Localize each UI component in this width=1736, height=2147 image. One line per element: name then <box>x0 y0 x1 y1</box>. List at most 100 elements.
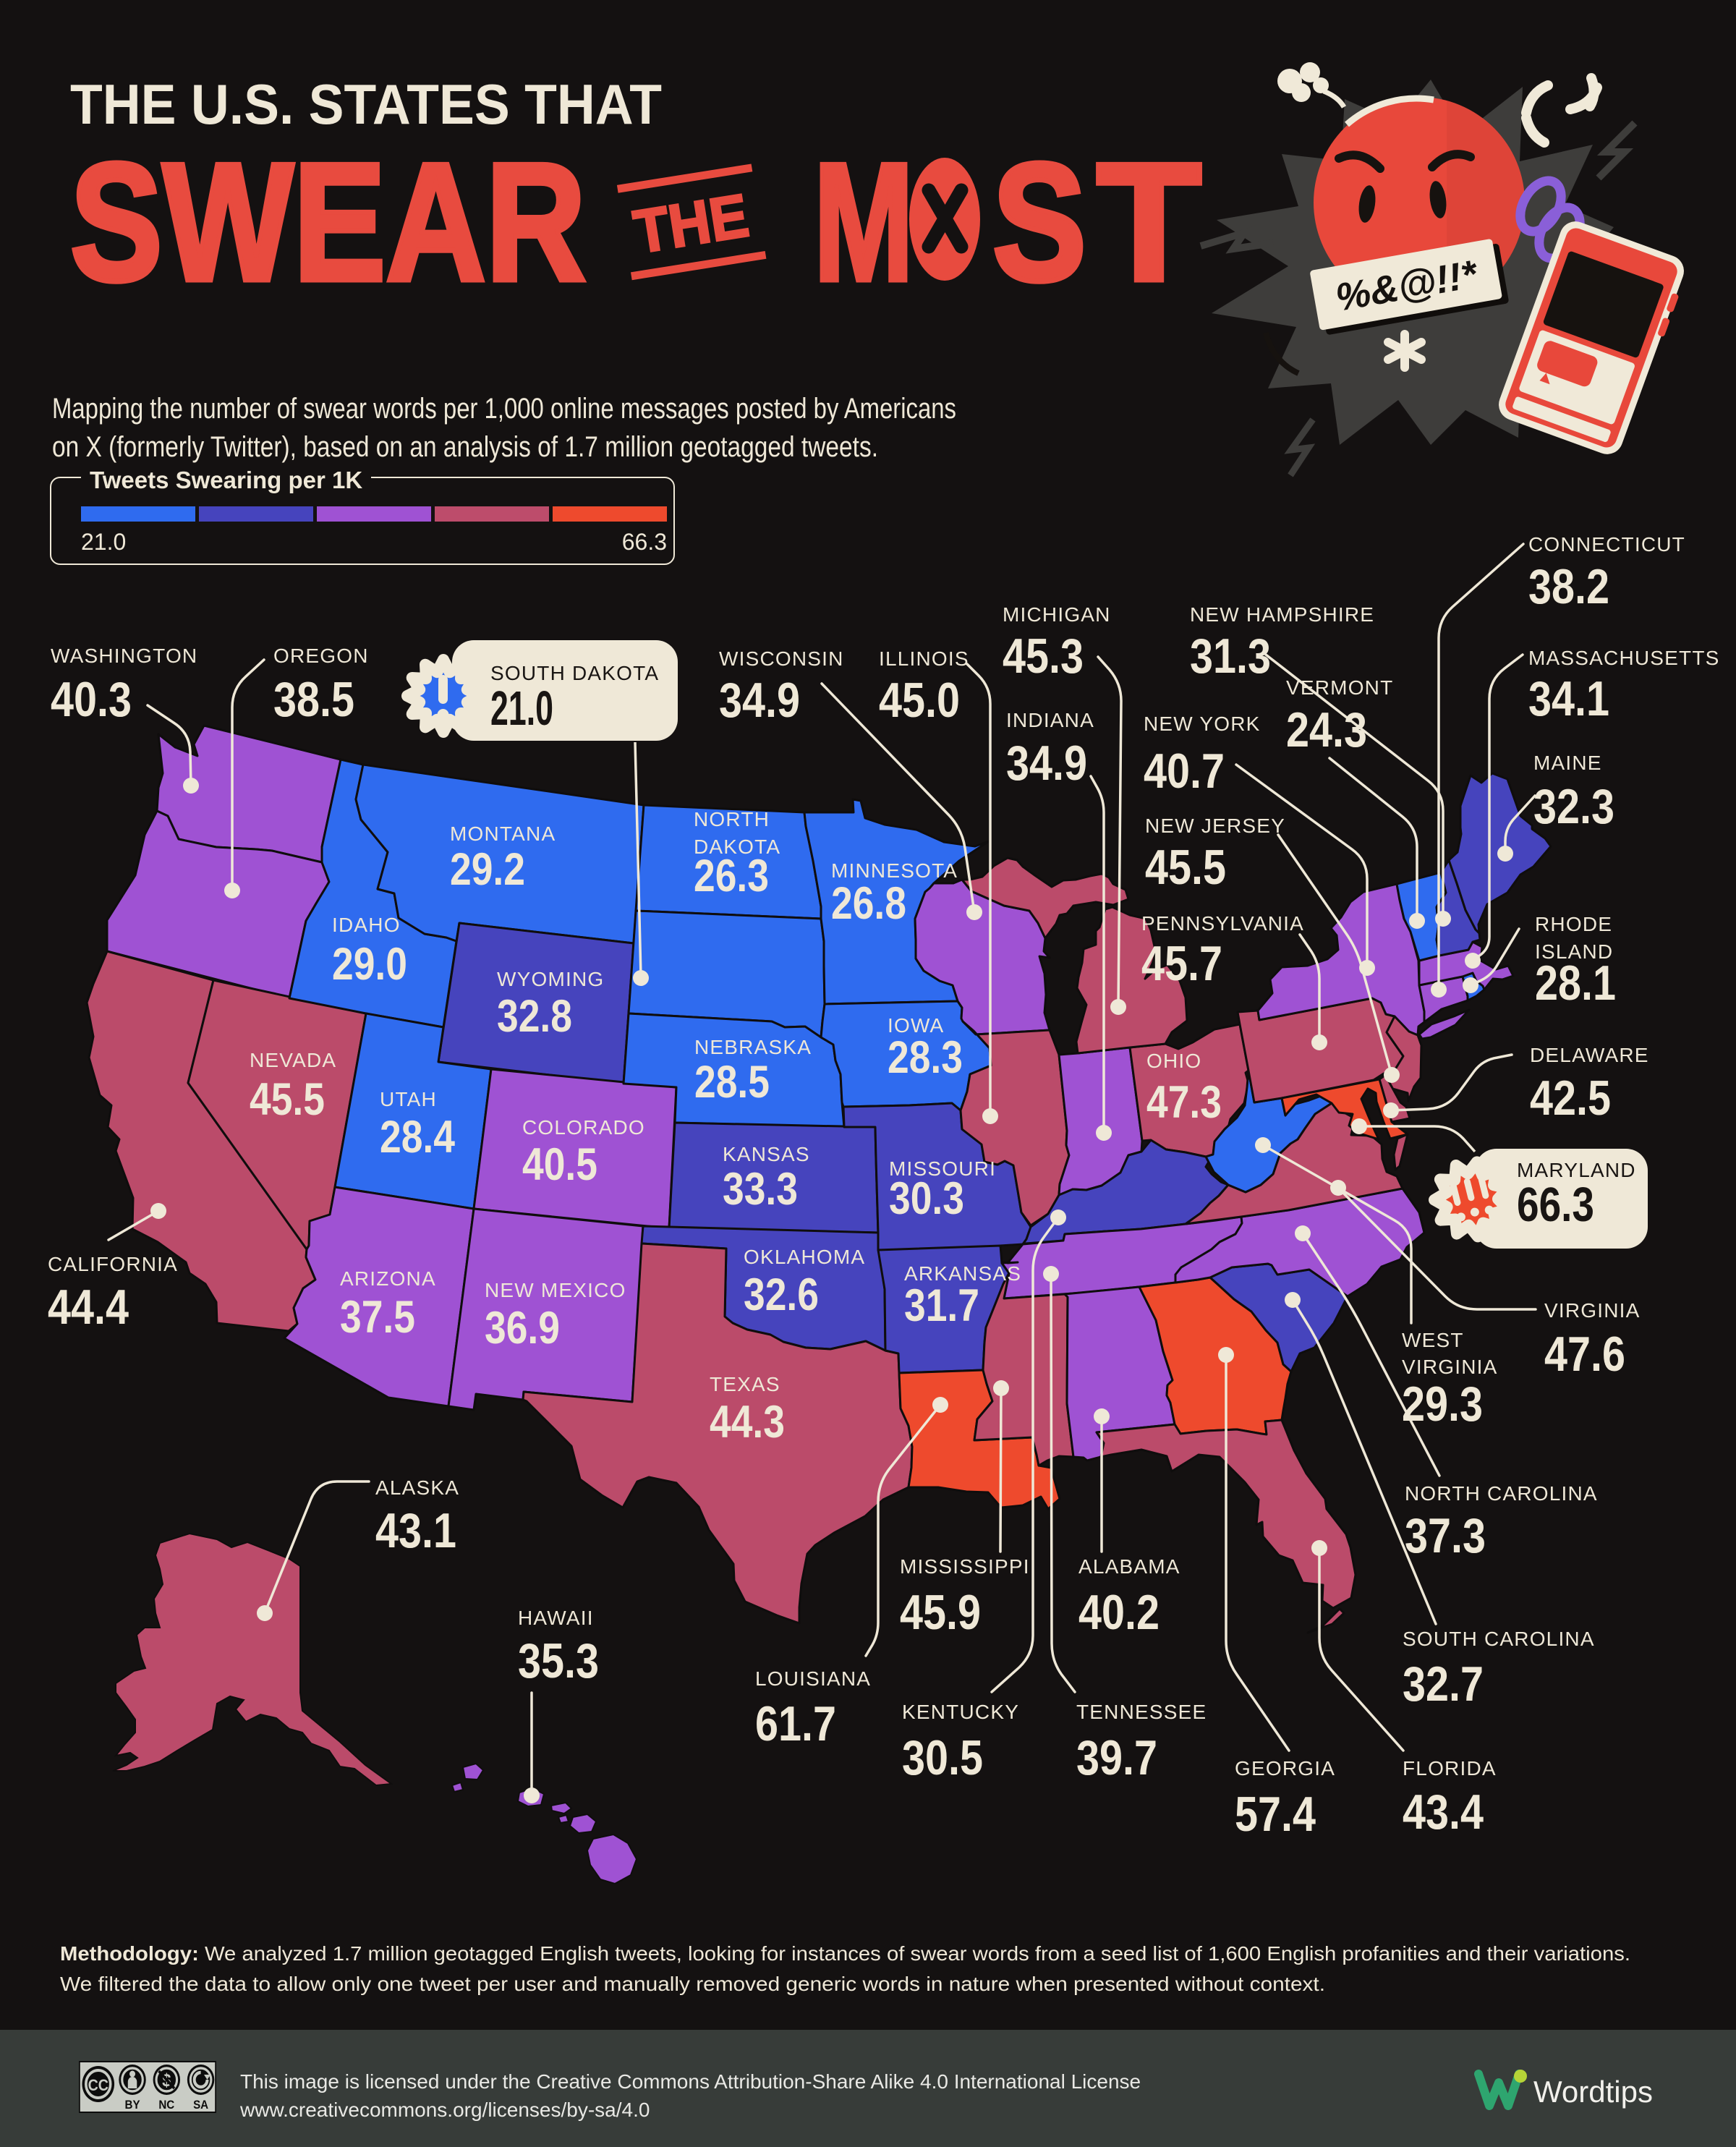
svg-text:57.4: 57.4 <box>1235 1787 1316 1842</box>
svg-text:34.9: 34.9 <box>1006 736 1087 791</box>
svg-text:30.5: 30.5 <box>902 1730 983 1785</box>
svg-text:21.0: 21.0 <box>490 681 553 736</box>
svg-text:OHIO: OHIO <box>1146 1050 1201 1072</box>
svg-text:NEVADA: NEVADA <box>250 1049 336 1071</box>
svg-text:VIRGINIA: VIRGINIA <box>1402 1356 1498 1378</box>
svg-text:KANSAS: KANSAS <box>723 1143 810 1165</box>
svg-text:36.9: 36.9 <box>485 1303 560 1353</box>
svg-text:34.1: 34.1 <box>1528 671 1609 726</box>
svg-text:39.7: 39.7 <box>1076 1730 1157 1785</box>
svg-text:MASSACHUSETTS: MASSACHUSETTS <box>1528 647 1720 669</box>
svg-text:NEW MEXICO: NEW MEXICO <box>485 1279 626 1301</box>
svg-text:33.3: 33.3 <box>723 1164 798 1215</box>
svg-text:TEXAS: TEXAS <box>710 1373 780 1395</box>
svg-text:34.9: 34.9 <box>719 673 800 728</box>
svg-text:NC: NC <box>158 2098 174 2112</box>
svg-text:42.5: 42.5 <box>1530 1071 1611 1126</box>
svg-text:Wordtips: Wordtips <box>1533 2075 1653 2109</box>
svg-text:KENTUCKY: KENTUCKY <box>902 1701 1019 1723</box>
svg-text:THE: THE <box>629 181 753 266</box>
svg-text:FLORIDA: FLORIDA <box>1403 1757 1497 1780</box>
svg-text:NORTH CAROLINA: NORTH CAROLINA <box>1405 1482 1598 1505</box>
svg-text:S: S <box>992 129 1086 316</box>
svg-text:UTAH: UTAH <box>380 1088 437 1110</box>
svg-text:45.7: 45.7 <box>1141 936 1222 991</box>
svg-text:37.5: 37.5 <box>340 1292 415 1343</box>
svg-text:ALASKA: ALASKA <box>375 1476 459 1499</box>
svg-text:T: T <box>1097 129 1201 316</box>
svg-text:32.6: 32.6 <box>744 1270 819 1320</box>
svg-text:30.3: 30.3 <box>889 1173 964 1224</box>
svg-text:29.3: 29.3 <box>1402 1377 1483 1432</box>
svg-text:SOUTH DAKOTA: SOUTH DAKOTA <box>490 662 659 684</box>
svg-text:WEST: WEST <box>1402 1329 1464 1351</box>
svg-text:NORTH: NORTH <box>694 808 770 830</box>
svg-text:CC: CC <box>88 2077 109 2094</box>
svg-text:THE U.S. STATES THAT: THE U.S. STATES THAT <box>70 72 662 136</box>
svg-text:40.5: 40.5 <box>522 1139 597 1190</box>
svg-text:NEBRASKA: NEBRASKA <box>694 1036 812 1058</box>
svg-text:MISSOURI: MISSOURI <box>889 1157 996 1180</box>
svg-text:M: M <box>814 129 914 316</box>
svg-text:32.7: 32.7 <box>1403 1657 1484 1712</box>
svg-text:OREGON: OREGON <box>273 645 369 667</box>
svg-text:MINNESOTA: MINNESOTA <box>831 859 958 882</box>
svg-text:38.2: 38.2 <box>1528 559 1609 614</box>
svg-text:ILLINOIS: ILLINOIS <box>879 647 969 670</box>
svg-text:NEW YORK: NEW YORK <box>1144 713 1261 735</box>
svg-text:32.8: 32.8 <box>497 991 572 1042</box>
svg-text:43.4: 43.4 <box>1403 1785 1484 1840</box>
svg-text:We filtered the data to allow: We filtered the data to allow only one t… <box>60 1973 1325 1995</box>
svg-text:IOWA: IOWA <box>888 1014 944 1037</box>
svg-text:24.3: 24.3 <box>1286 702 1367 757</box>
svg-text:Mapping the number of swear wo: Mapping the number of swear words per 1,… <box>52 393 956 425</box>
svg-text:WASHINGTON: WASHINGTON <box>51 645 197 667</box>
svg-text:28.4: 28.4 <box>380 1112 455 1162</box>
svg-text:RHODE: RHODE <box>1535 913 1612 935</box>
svg-text:ISLAND: ISLAND <box>1535 940 1613 963</box>
svg-text:Methodology: We analyzed 1.7 m: Methodology: We analyzed 1.7 million geo… <box>60 1942 1630 1965</box>
svg-text:ARKANSAS: ARKANSAS <box>904 1262 1021 1285</box>
svg-text:26.8: 26.8 <box>831 878 906 929</box>
svg-text:WISCONSIN: WISCONSIN <box>719 647 844 670</box>
svg-text:28.1: 28.1 <box>1535 956 1616 1011</box>
svg-text:28.3: 28.3 <box>888 1032 963 1083</box>
svg-text:NEW HAMPSHIRE: NEW HAMPSHIRE <box>1190 603 1374 626</box>
svg-text:40.7: 40.7 <box>1144 744 1225 799</box>
svg-text:WYOMING: WYOMING <box>497 968 604 990</box>
svg-text:29.2: 29.2 <box>450 844 525 895</box>
svg-text:45.5: 45.5 <box>1145 840 1226 895</box>
svg-text:35.3: 35.3 <box>518 1633 599 1688</box>
svg-text:GEORGIA: GEORGIA <box>1235 1757 1335 1780</box>
svg-text:38.5: 38.5 <box>273 672 354 727</box>
svg-text:45.5: 45.5 <box>250 1074 325 1125</box>
svg-text:44.3: 44.3 <box>710 1397 785 1447</box>
svg-text:43.1: 43.1 <box>375 1503 456 1558</box>
svg-text:47.6: 47.6 <box>1544 1327 1625 1382</box>
svg-text:ARIZONA: ARIZONA <box>340 1267 436 1290</box>
svg-text:47.3: 47.3 <box>1146 1077 1222 1128</box>
svg-text:SOUTH CAROLINA: SOUTH CAROLINA <box>1403 1628 1595 1650</box>
svg-text:45.9: 45.9 <box>900 1585 981 1640</box>
svg-text:MICHIGAN: MICHIGAN <box>1003 603 1111 626</box>
svg-text:OKLAHOMA: OKLAHOMA <box>744 1246 865 1268</box>
svg-text:TENNESSEE: TENNESSEE <box>1076 1701 1207 1723</box>
svg-text:on X (formerly Twitter), based: on X (formerly Twitter), based on an ana… <box>52 431 878 463</box>
svg-text:40.3: 40.3 <box>51 672 132 727</box>
svg-text:SA: SA <box>193 2098 208 2112</box>
svg-text:MONTANA: MONTANA <box>450 822 556 845</box>
svg-text:45.0: 45.0 <box>879 673 960 728</box>
svg-text:VIRGINIA: VIRGINIA <box>1544 1299 1641 1322</box>
svg-text:DAKOTA: DAKOTA <box>694 836 780 858</box>
svg-text:BY: BY <box>125 2098 140 2112</box>
svg-text:CALIFORNIA: CALIFORNIA <box>48 1253 178 1275</box>
svg-text:SWEAR: SWEAR <box>70 129 586 316</box>
svg-text:61.7: 61.7 <box>755 1696 836 1751</box>
svg-text:VERMONT: VERMONT <box>1286 676 1393 699</box>
svg-text:PENNSYLVANIA: PENNSYLVANIA <box>1141 912 1304 935</box>
svg-text:44.4: 44.4 <box>48 1280 129 1335</box>
svg-text:66.3: 66.3 <box>1517 1178 1594 1232</box>
svg-text:LOUISIANA: LOUISIANA <box>755 1667 871 1690</box>
svg-text:DELAWARE: DELAWARE <box>1530 1044 1649 1066</box>
svg-text:31.7: 31.7 <box>904 1280 979 1331</box>
